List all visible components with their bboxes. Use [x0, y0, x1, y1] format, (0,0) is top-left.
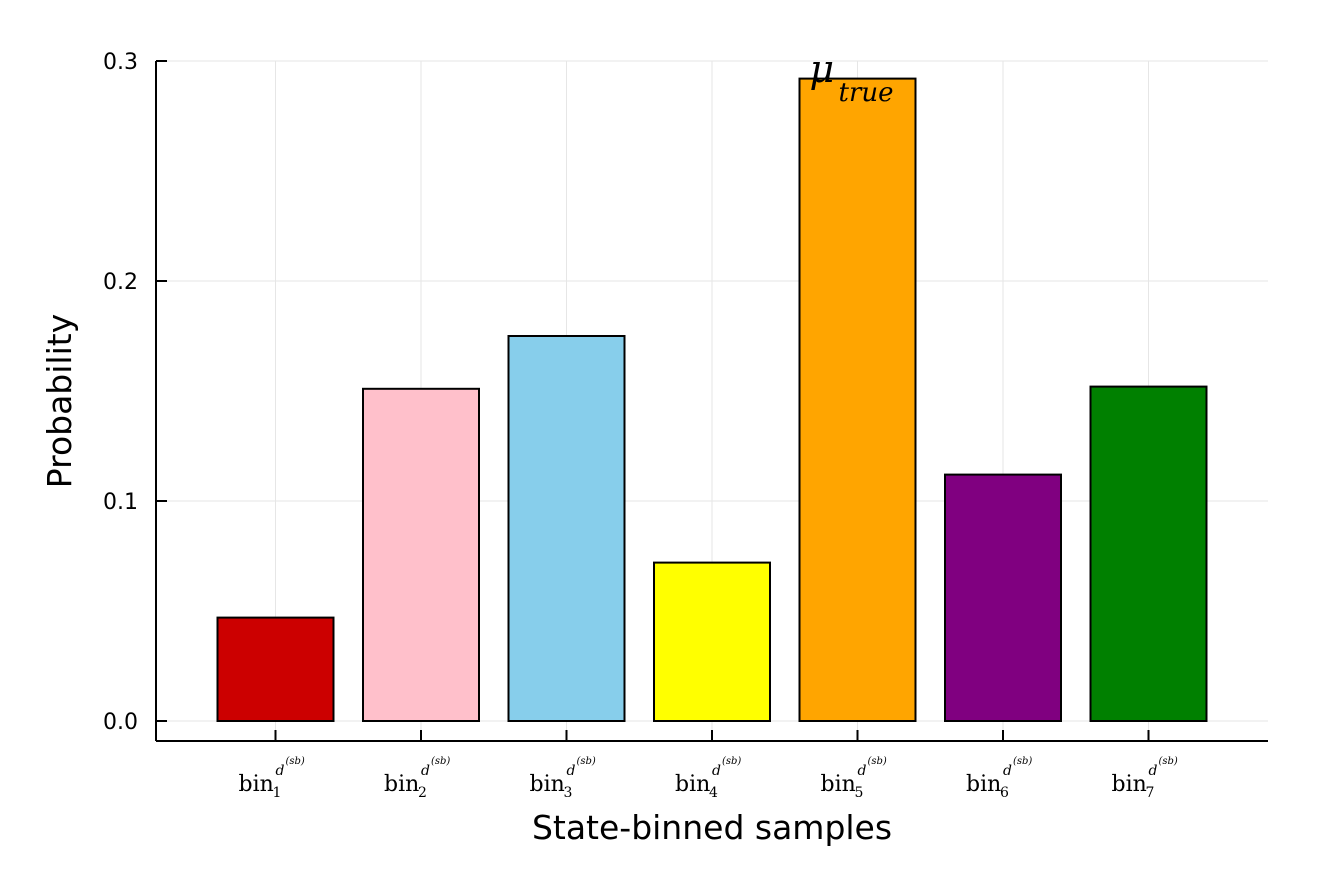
y-axis-label: Probability — [40, 314, 79, 488]
bar — [944, 473, 1062, 722]
bar — [653, 561, 771, 722]
bar — [507, 335, 626, 722]
x-tick-label-subscript: 4 — [709, 785, 718, 801]
x-tick-label-subscript: 5 — [855, 785, 864, 801]
x-tick-label-superscript-sb: (sb) — [1159, 756, 1178, 767]
annotation-subscript: true — [839, 78, 894, 108]
x-tick-label-subscript: 2 — [418, 785, 427, 801]
x-tick-label-superscript: d — [712, 763, 721, 779]
annotation-mu: μ — [810, 47, 835, 91]
y-tick-label: 0.1 — [103, 490, 138, 515]
bar — [798, 77, 917, 723]
x-tick-label-subscript: 7 — [1146, 785, 1155, 801]
x-tick-label-superscript-sb: (sb) — [577, 756, 596, 767]
x-tick-label-base: bin — [675, 772, 710, 797]
x-tick-label-superscript-sb: (sb) — [431, 756, 450, 767]
bar — [362, 387, 480, 722]
x-tick-label-base: bin — [966, 772, 1001, 797]
x-tick-label-superscript-sb: (sb) — [868, 756, 887, 767]
x-tick-label-superscript: d — [567, 763, 576, 779]
x-tick-label-subscript: 1 — [273, 785, 282, 801]
x-ticks: bin1d(sb)bin2d(sb)bin3d(sb)bin4d(sb)bin5… — [239, 730, 1178, 801]
bar — [1089, 385, 1208, 722]
x-tick-label-superscript: d — [858, 763, 867, 779]
x-tick-label-subscript: 3 — [564, 785, 573, 801]
y-tick-label: 0.0 — [103, 710, 138, 735]
x-tick-label-superscript-sb: (sb) — [286, 756, 305, 767]
x-tick-label-superscript: d — [1149, 763, 1158, 779]
bars-group — [216, 77, 1208, 723]
x-tick-label-superscript: d — [276, 763, 285, 779]
x-tick-label-base: bin — [1112, 772, 1147, 797]
x-tick-label-superscript-sb: (sb) — [722, 756, 741, 767]
x-tick-label-superscript: d — [1003, 763, 1012, 779]
x-axis-label: State-binned samples — [532, 808, 892, 847]
x-tick-label-subscript: 6 — [1000, 785, 1009, 801]
bar — [216, 616, 335, 722]
y-ticks: 0.0 0.1 0.2 0.3 — [103, 50, 167, 735]
y-tick-label: 0.3 — [103, 50, 138, 75]
x-tick-label-superscript: d — [421, 763, 430, 779]
x-tick-label-base: bin — [530, 772, 565, 797]
x-tick-label-base: bin — [821, 772, 856, 797]
x-tick-label-base: bin — [239, 772, 274, 797]
y-tick-label: 0.2 — [103, 270, 138, 295]
x-tick-label-superscript-sb: (sb) — [1013, 756, 1032, 767]
x-tick-label-base: bin — [384, 772, 419, 797]
